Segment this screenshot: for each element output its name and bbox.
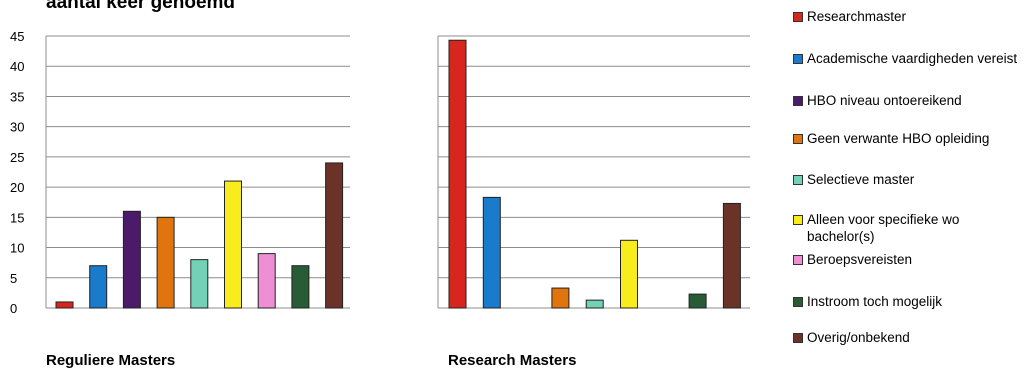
legend-item: Instroom toch mogelijk xyxy=(793,293,1023,310)
right-bar-8 xyxy=(688,293,707,309)
y-tick-label: 35 xyxy=(10,89,24,104)
right-bar-1 xyxy=(448,39,467,309)
legend-label: Researchmaster xyxy=(807,9,907,24)
right-bar-2 xyxy=(482,196,501,309)
legend-label: Academische vaardigheden vereist xyxy=(807,51,1018,66)
caption-reguliere-masters: Reguliere Masters xyxy=(46,352,176,369)
legend-item: Alleen voor specifieke wo bachelor(s) xyxy=(793,211,1023,245)
chart-title-fragment: aantal keer genoemd xyxy=(46,0,236,13)
left-bar-9 xyxy=(325,162,344,309)
right-bar-9 xyxy=(722,202,741,309)
right-bar-5 xyxy=(585,299,604,309)
legend-swatch xyxy=(793,255,803,265)
legend-swatch xyxy=(793,12,803,22)
y-tick-label: 0 xyxy=(10,301,17,316)
left-bar-2 xyxy=(89,265,108,309)
y-tick-label: 15 xyxy=(10,210,24,225)
left-bar-8 xyxy=(291,265,310,309)
y-tick-label: 5 xyxy=(10,271,17,286)
legend-label: Instroom toch mogelijk xyxy=(807,294,943,309)
left-bar-6 xyxy=(224,180,242,309)
left-bar-4 xyxy=(156,216,175,309)
y-tick-label: 45 xyxy=(10,29,24,44)
legend-item: Academische vaardigheden vereist xyxy=(793,50,1023,67)
legend-item: Beroepsvereisten xyxy=(793,251,1023,268)
legend-item: Geen verwante HBO opleiding xyxy=(793,130,1023,147)
y-tick-label: 10 xyxy=(10,241,24,256)
chart-research-masters xyxy=(437,35,750,309)
legend-item: Researchmaster xyxy=(793,8,1023,25)
legend-swatch xyxy=(793,54,803,64)
legend-swatch xyxy=(793,175,803,185)
legend-label: Beroepsvereisten xyxy=(807,252,913,267)
chart-reguliere-masters: 0 5 10 15 20 25 30 35 40 45 xyxy=(10,29,350,316)
legend-item: HBO niveau ontoereikend xyxy=(793,92,1023,109)
legend: Researchmaster Academische vaardigheden v… xyxy=(793,0,1024,374)
left-bar-7 xyxy=(257,253,276,309)
legend-swatch xyxy=(793,215,803,225)
y-tick-label: 30 xyxy=(10,120,24,135)
legend-swatch xyxy=(793,333,803,343)
left-bar-3 xyxy=(122,210,141,309)
right-bar-4 xyxy=(551,287,570,309)
y-tick-label: 20 xyxy=(10,180,24,195)
legend-swatch xyxy=(793,96,803,106)
legend-label: Selectieve master xyxy=(807,172,915,187)
caption-research-masters: Research Masters xyxy=(448,352,577,369)
legend-swatch xyxy=(793,297,803,307)
legend-label: Alleen voor specifieke wo bachelor(s) xyxy=(807,212,960,244)
left-bar-1 xyxy=(55,301,74,309)
right-bar-6 xyxy=(620,239,638,309)
legend-label: HBO niveau ontoereikend xyxy=(807,93,962,108)
legend-item: Overig/onbekend xyxy=(793,329,1023,346)
legend-label: Overig/onbekend xyxy=(807,330,910,345)
legend-swatch xyxy=(793,134,803,144)
bar-charts: 0 5 10 15 20 25 30 35 40 45 xyxy=(10,29,750,316)
legend-label: Geen verwante HBO opleiding xyxy=(807,131,990,146)
legend-item: Selectieve master xyxy=(793,171,1023,188)
left-bar-5 xyxy=(190,259,209,309)
y-tick-label: 40 xyxy=(10,59,24,74)
y-tick-label: 25 xyxy=(10,150,24,165)
